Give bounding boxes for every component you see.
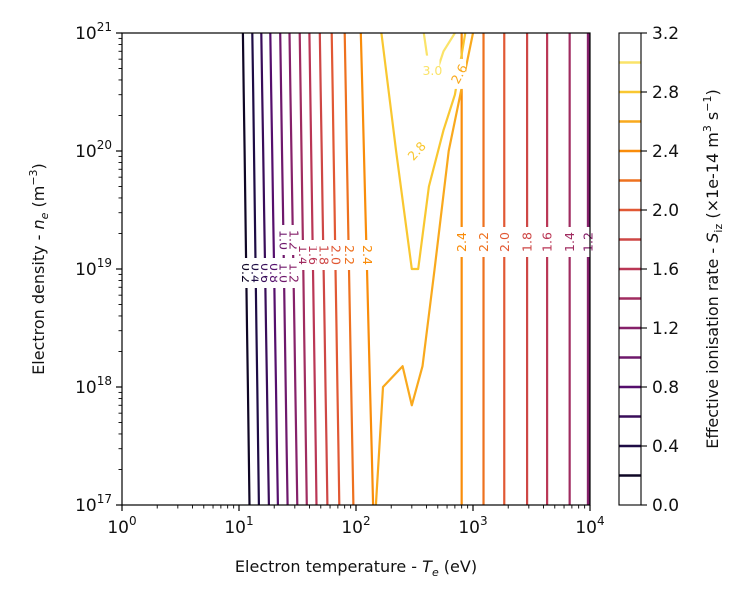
y-tick-label: 1018	[75, 374, 112, 398]
contour-label-bg	[409, 136, 424, 166]
x-tick-label: 103	[458, 514, 487, 538]
contour-label-bg	[497, 227, 512, 257]
contour-label-bg	[316, 240, 331, 270]
contour-label-bg	[540, 227, 555, 257]
contour-label: 1.4	[562, 232, 577, 252]
contour-label: 2.2	[476, 232, 491, 252]
contour-label: 2.0	[497, 232, 512, 252]
contour-label: 1.2	[580, 232, 595, 252]
contour-label-bg	[425, 55, 440, 86]
contour-label-bg	[452, 58, 467, 89]
contour-label: 2.0	[328, 245, 343, 265]
contour-label-bg	[580, 227, 595, 257]
x-tick-label: 100	[107, 514, 136, 538]
x-tick-label: 101	[224, 514, 253, 538]
colorbar-tick-label: 1.2	[652, 319, 679, 339]
contour-layer	[241, 33, 590, 505]
y-tick-label: 1020	[75, 138, 112, 162]
colorbar-tick-label: 0.0	[652, 496, 679, 516]
contour-line	[374, 33, 475, 505]
contour-label-bg	[360, 240, 375, 270]
contour-label: 3.0	[422, 63, 442, 78]
contour-label: 2.4	[454, 232, 469, 252]
contour-label-bg	[562, 227, 577, 257]
contour-label: 2.4	[360, 245, 375, 265]
contour-line	[380, 33, 467, 271]
contour-label-bg	[328, 240, 343, 270]
colorbar-tick-label: 1.6	[652, 260, 679, 280]
contour-label-bg	[342, 240, 357, 270]
x-axis: 100 101 102 103 104	[107, 505, 605, 538]
y-tick-label: 1017	[75, 492, 112, 516]
contour-label: 1.8	[316, 245, 331, 265]
colorbar-tick-label: 2.0	[652, 201, 679, 221]
contour-label-bg	[454, 227, 469, 257]
x-tick-label: 104	[575, 514, 604, 538]
contour-label: 2.2	[342, 245, 357, 265]
contour-label: 1.6	[540, 232, 555, 252]
y-axis: 1017 1018 1019 1020 1021	[75, 20, 122, 516]
colorbar-label: Effective ionisation rate - Siz (×1e-14 …	[701, 89, 725, 448]
y-tick-label: 1021	[75, 20, 112, 44]
contour-label-bg	[520, 227, 535, 257]
x-tick-label: 102	[341, 514, 370, 538]
x-axis-label: Electron temperature - Te (eV)	[235, 557, 477, 579]
colorbar-tick-label: 2.4	[652, 142, 679, 162]
y-tick-label: 1019	[75, 256, 112, 280]
colorbar-tick-label: 3.2	[652, 24, 679, 44]
colorbar-tick-label: 0.8	[652, 378, 679, 398]
contour-labels: 0.20.40.60.81.01.01.21.21.41.61.82.02.2 2…	[239, 55, 595, 288]
contour-label-bg	[476, 227, 491, 257]
y-axis-label: Electron density - ne (m−3)	[27, 163, 51, 375]
colorbar: 0.0 0.4 0.8 1.2 1.6 2.0 2.4 2.8 3.2	[618, 24, 679, 516]
colorbar-tick-label: 2.8	[652, 83, 679, 103]
colorbar-tick-label: 0.4	[652, 437, 679, 457]
contour-label-bg	[306, 240, 321, 270]
contour-label: 1.8	[520, 232, 535, 252]
